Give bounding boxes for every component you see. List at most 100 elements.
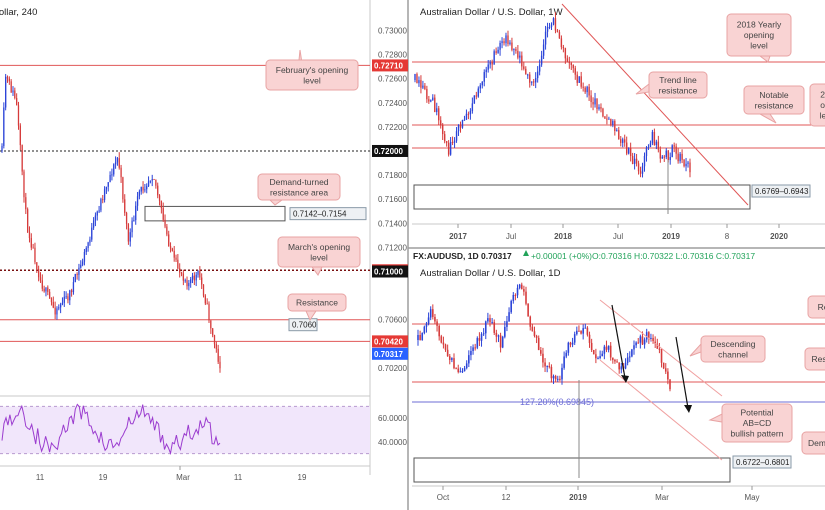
- candle-body: [604, 116, 606, 119]
- candle-body: [552, 376, 555, 379]
- candle-body: [616, 130, 618, 132]
- candle-body: [525, 68, 527, 75]
- candle-body: [17, 105, 20, 126]
- chart-header-ohlc: O:0.70316 H:0.70322 L:0.70316 C:0.70317: [592, 251, 755, 261]
- candle-body: [135, 205, 137, 221]
- candle-body: [660, 349, 663, 363]
- candle-body: [39, 277, 42, 281]
- candle-body: [554, 376, 557, 380]
- candle-body: [160, 200, 163, 209]
- candle-body: [202, 284, 205, 296]
- candle-body: [655, 141, 658, 146]
- x-tick-label: 19: [298, 473, 307, 482]
- candle-body: [124, 199, 126, 213]
- y-tick-label: 0.70200: [378, 364, 407, 373]
- candle-body: [665, 150, 667, 158]
- callout-abcd-pattern-text: bullish pattern: [731, 429, 784, 439]
- candle-body: [573, 334, 576, 343]
- candle-body: [667, 371, 669, 380]
- candle-body: [574, 68, 576, 75]
- candle-body: [146, 186, 148, 190]
- candle-body: [451, 358, 453, 360]
- x-tick-label: 2020: [770, 232, 788, 241]
- candle-body: [23, 171, 25, 198]
- price-tag-label: 0.71000: [374, 267, 403, 276]
- candle-body: [463, 119, 466, 121]
- candle-body: [550, 366, 553, 379]
- candle-body: [201, 277, 203, 285]
- candle-body: [586, 327, 589, 335]
- callout-demand-turned-text: Demand-turned: [269, 177, 328, 187]
- callout-trend-line-text: resistance: [659, 85, 698, 95]
- callout-notable-resistance-box: [743, 85, 805, 115]
- candle-body: [103, 189, 106, 200]
- candle-body: [102, 199, 104, 201]
- candle-body: [609, 345, 612, 358]
- candle-body: [506, 321, 508, 327]
- candle-body: [455, 131, 458, 141]
- candle-body: [465, 113, 468, 120]
- candle-body: [677, 153, 679, 162]
- candle-body: [479, 85, 481, 89]
- callout-resistance-mid-box: [804, 347, 825, 371]
- candle-body: [507, 35, 509, 44]
- chart-title: Australian Dollar / U.S. Dollar, 1W: [420, 7, 563, 18]
- candle-body: [465, 363, 468, 369]
- candle-body: [552, 18, 555, 25]
- candle-body: [482, 333, 485, 335]
- candle-body: [89, 239, 91, 243]
- candle-body: [616, 361, 618, 363]
- zone-label: 0.6769–0.6943: [751, 184, 811, 198]
- candle-body: [620, 139, 622, 143]
- candle-body: [561, 367, 563, 380]
- callout-yearly-opening-box: [726, 13, 792, 57]
- y-tick-label: 0.71600: [378, 195, 407, 204]
- candle-body: [643, 339, 646, 345]
- x-tick-label: Jul: [613, 232, 623, 241]
- candle-body: [673, 145, 675, 147]
- candle-body: [647, 146, 650, 148]
- callout-resistance-top-box: [807, 295, 825, 319]
- callout-resistance-text: Resistance: [296, 298, 338, 308]
- candle-body: [427, 317, 430, 324]
- fib-label: 127.20%(0.69845): [520, 397, 594, 407]
- candle-body: [546, 366, 548, 368]
- candle-body: [127, 223, 130, 242]
- candle-body: [645, 147, 648, 157]
- candle-body: [210, 320, 212, 329]
- candle-body: [52, 302, 54, 308]
- candle-body: [584, 87, 586, 93]
- candle-body: [421, 332, 424, 340]
- candle-body: [481, 81, 483, 86]
- candle-body: [608, 118, 610, 120]
- candle-body: [182, 273, 185, 281]
- x-tick-label: May: [744, 493, 759, 502]
- candle-body: [518, 284, 521, 288]
- candle-body: [614, 121, 616, 131]
- candle-body: [434, 97, 436, 112]
- trend-line: [561, 3, 749, 206]
- x-tick-label: 2018: [554, 232, 572, 241]
- callout-yearly-opening-2-text: op: [820, 100, 825, 110]
- candle-body: [63, 296, 65, 303]
- candle-body: [47, 287, 49, 292]
- candle-body: [37, 268, 40, 278]
- candle-body: [468, 355, 470, 364]
- candle-body: [501, 336, 504, 348]
- candle-body: [72, 282, 75, 293]
- candle-body: [461, 119, 464, 128]
- price-tag-box: [372, 347, 408, 360]
- candle-body: [446, 349, 449, 357]
- zone-label-box: [289, 207, 367, 221]
- zone-label-text: 0.6769–0.6943: [755, 187, 809, 196]
- candle-body: [193, 275, 196, 281]
- callout-abcd-pattern-text: AB=CD: [743, 418, 772, 428]
- candle-body: [565, 352, 568, 357]
- candle-body: [540, 55, 543, 65]
- zone-label-box: [732, 455, 792, 469]
- candle-body: [656, 343, 659, 349]
- candle-body: [445, 141, 448, 143]
- candle-body: [504, 326, 506, 337]
